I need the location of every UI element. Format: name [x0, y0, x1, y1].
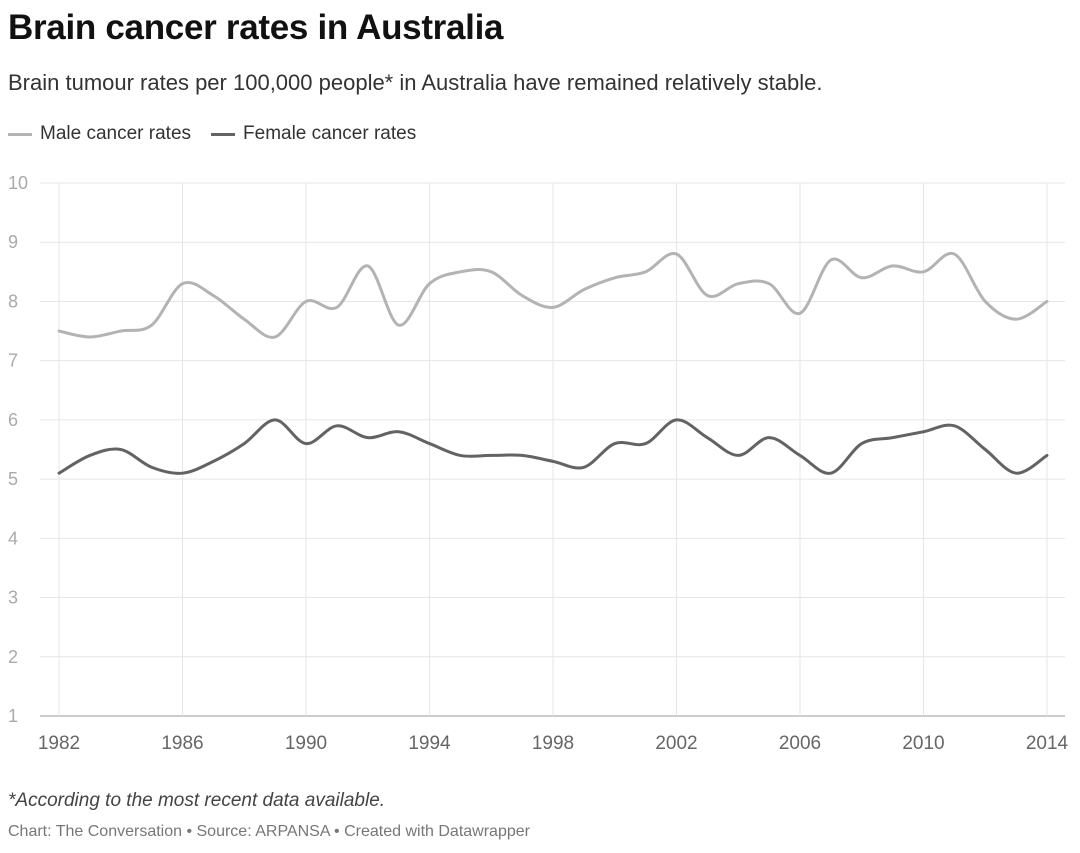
legend: Male cancer rates Female cancer rates [8, 123, 416, 145]
chart-title: Brain cancer rates in Australia [8, 8, 504, 47]
y-tick-label: 10 [8, 173, 28, 193]
x-tick-label: 1994 [408, 733, 451, 754]
y-tick-label: 3 [8, 588, 18, 608]
credit-line: Chart: The Conversation • Source: ARPANS… [8, 823, 530, 840]
legend-label-female: Female cancer rates [243, 123, 417, 144]
legend-swatch-male [8, 132, 32, 136]
y-tick-label: 6 [8, 410, 18, 430]
x-tick-label: 2010 [902, 733, 944, 754]
y-tick-label: 9 [8, 232, 18, 252]
x-tick-label: 1986 [161, 733, 203, 754]
x-tick-label: 2006 [779, 733, 821, 754]
y-tick-label: 1 [8, 706, 18, 726]
series-line-female [57, 418, 1049, 475]
series-line-male [57, 251, 1049, 339]
x-tick-label: 1998 [532, 733, 574, 754]
y-tick-label: 5 [8, 469, 18, 489]
legend-swatch-female [211, 132, 236, 136]
y-tick-label: 7 [8, 351, 18, 371]
footnote: *According to the most recent data avail… [8, 790, 386, 811]
legend-label-male: Male cancer rates [40, 123, 192, 144]
y-tick-label: 2 [8, 647, 18, 667]
legend-item-male: Male cancer rates [8, 123, 191, 145]
x-tick-label: 1982 [38, 733, 80, 754]
legend-item-female: Female cancer rates [211, 123, 416, 145]
x-tick-label: 2002 [655, 733, 697, 754]
y-tick-label: 8 [8, 291, 18, 311]
x-tick-label: 1990 [285, 733, 327, 754]
y-tick-label: 4 [8, 528, 18, 548]
chart-subtitle: Brain tumour rates per 100,000 people* i… [8, 70, 823, 95]
x-tick-label: 2014 [1026, 733, 1069, 754]
